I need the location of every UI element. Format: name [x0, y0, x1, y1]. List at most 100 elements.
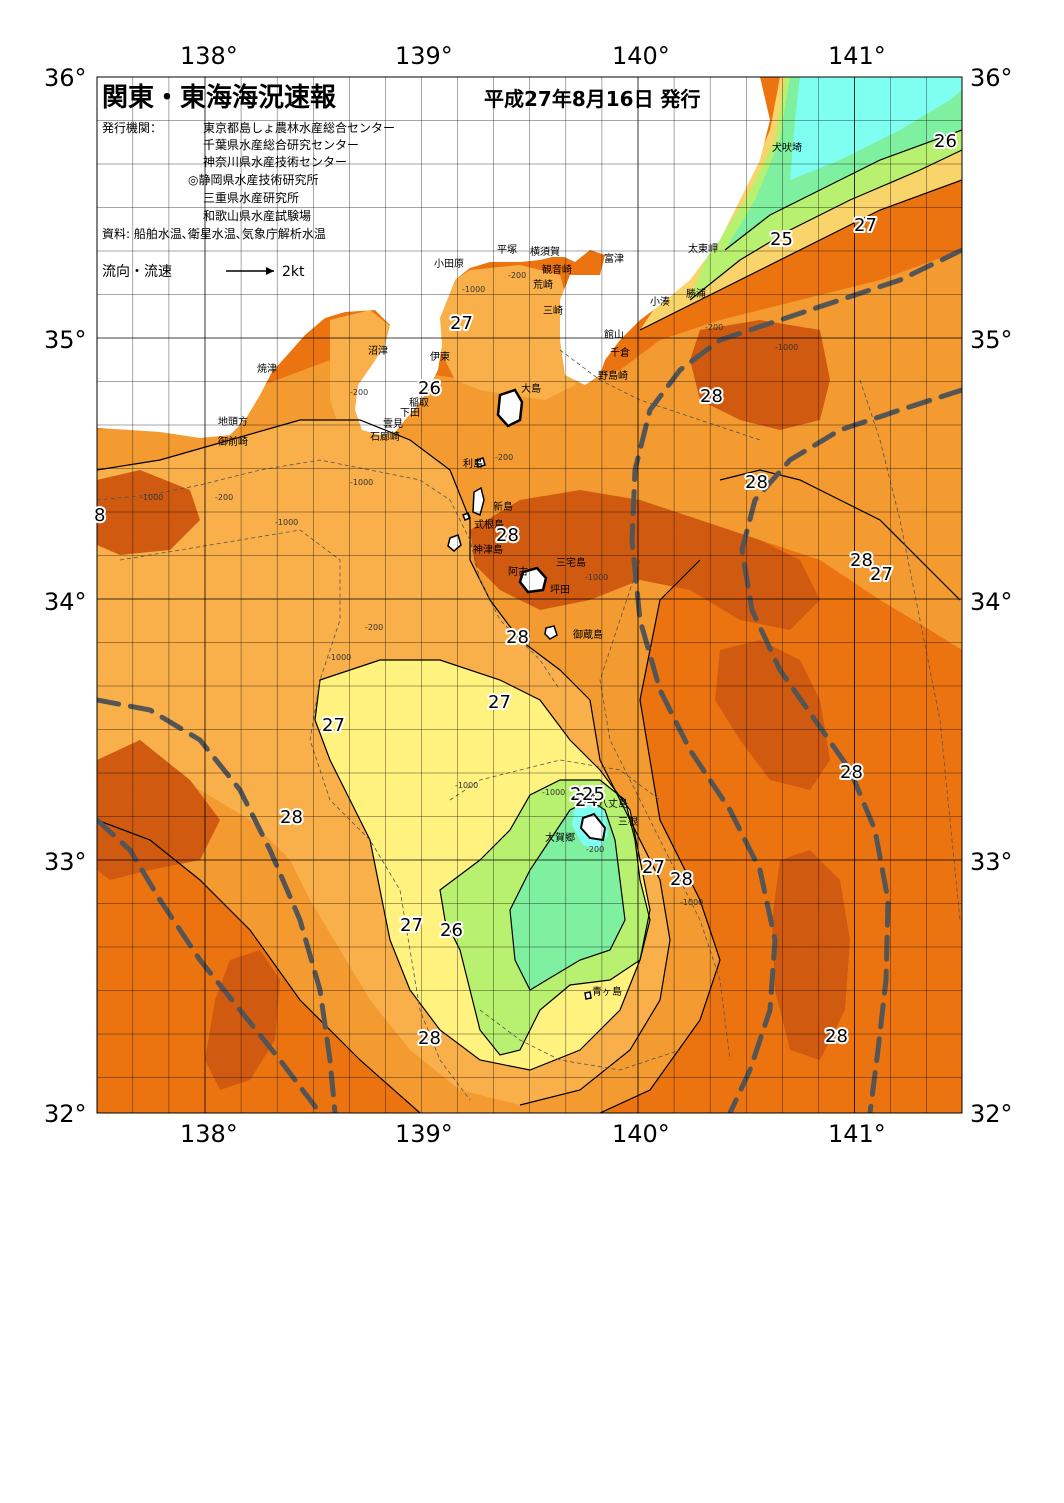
place-jitogata: 地頭方 [218, 415, 248, 428]
place-futtsu: 富津 [604, 252, 624, 265]
depth-label: -1000 [775, 343, 798, 352]
zone-29-core-4 [772, 850, 850, 1060]
place-inubosaki: 犬吠埼 [772, 141, 802, 154]
depth-label: -200 [495, 453, 513, 462]
place-yokosuka: 横須賀 [530, 245, 560, 258]
place-mitsune: 三根 [618, 815, 638, 828]
issuer-6: 和歌山県水産試験場 [203, 208, 311, 223]
lat-label-left-34: 34° [44, 588, 87, 616]
zone-24-northeast [790, 77, 962, 180]
isotherm-lines [97, 129, 962, 1113]
isotherm-label: 25 [582, 784, 605, 805]
place-hachijojima: 八丈島 [598, 797, 628, 810]
axis-labels: 138° 139° 140° 141° 138° 139° 140° 141° … [44, 42, 1013, 1148]
header-info: 関東・東海海況速報 平成27年8月16日 発行 発行機関： 東京都島しょ農林水産… [102, 83, 701, 280]
depth-label: -200 [705, 323, 723, 332]
place-oshima: 大島 [521, 382, 541, 395]
isotherm-label: 28 [496, 525, 519, 546]
lat-label-left-32: 32° [44, 1100, 87, 1128]
lon-label-top-140: 140° [612, 42, 670, 70]
depth-label: -1000 [350, 478, 373, 487]
place-arasaki: 荒崎 [533, 278, 553, 291]
isotherm-label: 28 [700, 386, 723, 407]
place-names: 犬吠埼 太東岬 勝浦 小湊 富津 館山 千倉 野島崎 横須賀 観音崎 平塚 荒崎… [218, 141, 802, 998]
data-sources: 資料: 船舶水温､衛星水温､気象庁解析水温 [102, 226, 326, 241]
isotherm-label: 27 [642, 857, 665, 878]
land-coastline-strip [97, 77, 577, 257]
place-mikurajima: 御蔵島 [573, 628, 603, 641]
island-oshima [496, 388, 524, 428]
issuer-4: ◎静岡県水産技術研究所 [188, 172, 318, 187]
zone-29-core-6 [97, 470, 200, 555]
depth-label: -1000 [585, 573, 608, 582]
isotherm-label: 26 [440, 920, 463, 941]
lat-label-right-33: 33° [970, 848, 1013, 876]
place-ito: 伊東 [430, 350, 450, 363]
place-irozaki: 石廊崎 [370, 430, 400, 443]
lon-label-bottom-138: 138° [180, 1120, 238, 1148]
isotherm-label: 28 [745, 472, 768, 493]
isotherm-label: 27 [570, 784, 593, 805]
lat-label-right-35: 35° [970, 326, 1013, 354]
island-hachijojima [579, 812, 607, 842]
place-hiratsuka: 平塚 [497, 244, 517, 256]
isotherm-label: 28 [840, 762, 863, 783]
lat-label-left-35: 35° [44, 326, 87, 354]
lon-label-top-141: 141° [828, 42, 886, 70]
place-numazu: 沼津 [368, 344, 388, 357]
issuer-1: 東京都島しょ農林水産総合センター [203, 120, 395, 135]
depth-label: -1000 [328, 653, 351, 662]
lat-label-left-36: 36° [44, 64, 87, 92]
lat-label-left-33: 33° [44, 848, 87, 876]
lon-label-bottom-141: 141° [828, 1120, 886, 1148]
lat-label-right-36: 36° [970, 64, 1013, 92]
depth-labels: -200 -1000 -200 -1000 -200 -1000 -200 -1… [140, 271, 798, 907]
isotherm-label: 27 [854, 215, 877, 236]
isotherm-label: 28 [850, 550, 873, 571]
place-tateyama: 館山 [604, 328, 624, 341]
place-chikura: 千倉 [610, 346, 630, 359]
zone-29-core-2 [690, 320, 830, 430]
kuroshio-axis [97, 247, 962, 1113]
place-nojimazaki: 野島崎 [598, 369, 628, 382]
current-legend-label: 流向・流速 [102, 264, 172, 280]
map-frame [96, 76, 963, 1114]
isotherm-label: 28 [418, 1028, 441, 1049]
place-taitomisaki: 太東岬 [688, 242, 718, 255]
depth-contours [97, 349, 961, 1101]
lat-lon-grid [97, 77, 962, 1113]
place-miyakejima: 三宅島 [556, 556, 586, 569]
map-title: 関東・東海海況速報 [102, 83, 337, 113]
issuer-2: 千葉県水産総合研究センター [203, 137, 359, 152]
lat-label-right-32: 32° [970, 1100, 1013, 1128]
arrowhead-icon [266, 267, 274, 275]
isotherm-label: 27 [870, 564, 893, 585]
place-omaezaki: 御前崎 [218, 435, 248, 448]
place-aogashima: 青ヶ島 [592, 985, 622, 998]
isotherm-label: 26 [934, 131, 957, 152]
lon-label-bottom-139: 139° [395, 1120, 453, 1148]
place-kozushima: 神津島 [473, 543, 503, 556]
depth-label: -1000 [140, 493, 163, 502]
place-odawara: 小田原 [434, 258, 464, 270]
place-shikinejima: 式根島 [474, 518, 504, 531]
place-okago: 大賀郷 [545, 831, 575, 844]
zone-29-core-3 [715, 640, 830, 790]
depth-label: -1000 [542, 788, 565, 797]
isotherm-label: 28 [506, 627, 529, 648]
issuer-3: 神奈川県水産技術センター [203, 154, 347, 169]
zone-27-sagami [435, 265, 580, 400]
place-shimoda: 下田 [400, 408, 420, 419]
issuer-5: 三重県水産研究所 [203, 190, 299, 205]
place-kominato: 小湊 [650, 295, 670, 308]
isotherm-label: 25 [770, 229, 793, 250]
depth-label: -200 [215, 493, 233, 502]
zone-29-core-1 [470, 490, 820, 630]
place-inatori: 稲取 [409, 397, 429, 409]
place-kumomi: 雲見 [383, 418, 403, 430]
isotherm-labels: 26 27 25 27 26 28 28 28 28 27 28 27 27 2… [92, 129, 959, 1051]
depth-label: -200 [350, 388, 368, 397]
depth-label: -200 [586, 845, 604, 854]
zone-29-core-7 [205, 950, 280, 1090]
